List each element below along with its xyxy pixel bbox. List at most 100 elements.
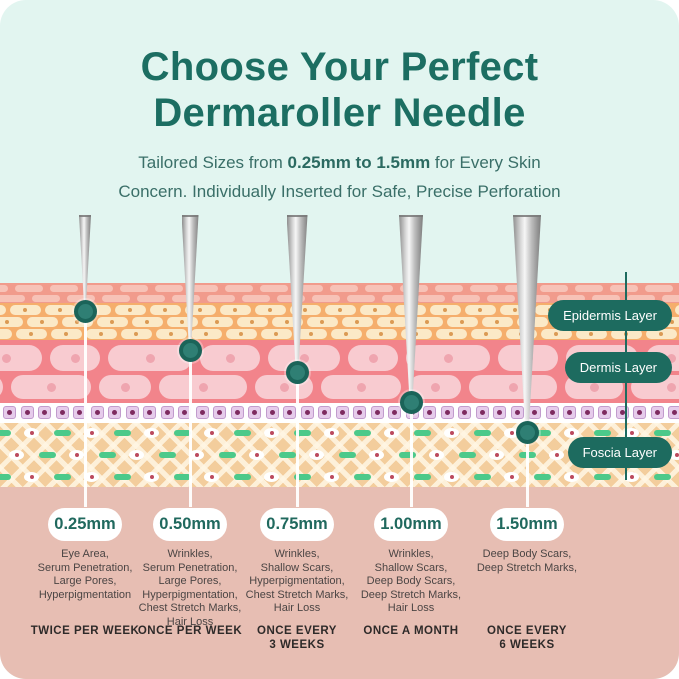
title-line-2: Dermaroller Needle xyxy=(153,91,526,135)
depth-guide-line xyxy=(295,369,299,507)
decorative-cell xyxy=(329,431,334,435)
decorative-cell xyxy=(509,431,514,435)
decorative-cell xyxy=(279,452,296,458)
decorative-cell xyxy=(554,332,558,336)
decorative-cell xyxy=(285,320,289,324)
decorative-cell xyxy=(304,410,310,415)
decorative-cell xyxy=(344,332,348,336)
decorative-cell xyxy=(569,475,574,479)
decorative-cell xyxy=(0,317,23,327)
decorative-cell xyxy=(129,410,135,415)
decorative-cell xyxy=(114,474,131,480)
decorative-cell xyxy=(163,308,167,312)
subtitle-line-2: Concern. Individually Inserted for Safe,… xyxy=(118,182,561,201)
decorative-cell xyxy=(444,354,453,363)
decorative-cell xyxy=(374,410,380,415)
decorative-cell xyxy=(29,475,34,479)
decorative-cell xyxy=(592,295,620,302)
decorative-cell xyxy=(242,295,270,302)
decorative-cell xyxy=(434,453,439,457)
decorative-cell xyxy=(172,295,200,302)
depth-marker-dot xyxy=(178,339,202,362)
decorative-cell xyxy=(365,285,393,292)
decorative-cell xyxy=(347,295,375,302)
decorative-cell xyxy=(382,295,410,302)
decorative-cell xyxy=(269,410,275,415)
decorative-cell xyxy=(199,383,208,392)
decorative-cell xyxy=(145,320,149,324)
decorative-cell xyxy=(354,430,371,436)
decorative-cell xyxy=(549,410,555,415)
needle-column-025: 0.25mm Eye Area, Serum Penetration, Larg… xyxy=(19,508,151,637)
decorative-cell xyxy=(209,475,214,479)
decorative-cell xyxy=(602,410,607,415)
decorative-cell xyxy=(75,320,79,324)
decorative-cell xyxy=(215,320,219,324)
decorative-cell xyxy=(71,354,80,363)
frequency-label: ONCE PER WEEK xyxy=(137,625,243,637)
decorative-cell xyxy=(435,285,463,292)
decorative-cell xyxy=(662,295,679,302)
decorative-cell xyxy=(120,285,148,292)
decorative-cell xyxy=(495,320,499,324)
decorative-cell xyxy=(234,474,251,480)
use-cases: Eye Area, Serum Penetration, Large Pores… xyxy=(37,548,133,601)
decorative-cell xyxy=(355,320,359,324)
decorative-cell xyxy=(147,410,152,415)
decorative-cell xyxy=(7,410,12,415)
decorative-cell xyxy=(629,431,634,435)
decorative-cell xyxy=(199,410,205,415)
fascia-layer-label: Foscia Layer xyxy=(567,437,672,468)
decorative-cell xyxy=(29,332,33,336)
decorative-cell xyxy=(29,431,34,435)
decorative-cell xyxy=(487,295,515,302)
decorative-cell xyxy=(645,285,673,292)
decorative-cell xyxy=(23,308,27,312)
decorative-cell xyxy=(54,430,71,436)
dermis-layer-label: Dermis Layer xyxy=(564,352,672,383)
size-badge: 1.50mm xyxy=(490,508,564,541)
decorative-cell xyxy=(194,453,199,457)
decorative-cell xyxy=(207,295,235,302)
decorative-cell xyxy=(431,383,440,392)
subtitle-post: for Every Skin xyxy=(430,153,541,172)
decorative-cell xyxy=(0,329,12,339)
decorative-cell xyxy=(239,332,243,336)
decorative-cell xyxy=(567,410,572,415)
depth-guide-line xyxy=(83,308,87,507)
decorative-cell xyxy=(42,410,47,415)
decorative-cell xyxy=(339,410,345,415)
title-line-1: Choose Your Perfect xyxy=(140,45,539,89)
decorative-cell xyxy=(269,431,274,435)
decorative-cell xyxy=(94,410,100,415)
size-badge: 1.00mm xyxy=(374,508,448,541)
decorative-cell xyxy=(99,452,116,458)
decorative-cell xyxy=(155,285,183,292)
decorative-cell xyxy=(444,410,450,415)
decorative-cell xyxy=(654,474,671,480)
decorative-cell xyxy=(174,474,191,480)
decorative-cell xyxy=(15,285,43,292)
use-cases: Wrinkles, Shallow Scars, Hyperpigmentati… xyxy=(245,548,349,614)
decorative-cell xyxy=(534,430,551,436)
decorative-cell xyxy=(330,285,358,292)
decorative-cell xyxy=(300,354,309,363)
decorative-cell xyxy=(392,410,397,415)
decorative-cell xyxy=(110,320,114,324)
decorative-cell xyxy=(146,354,155,363)
decorative-cell xyxy=(497,410,502,415)
decorative-cell xyxy=(478,308,482,312)
decorative-cell xyxy=(74,453,79,457)
decorative-cell xyxy=(509,475,514,479)
decorative-cell xyxy=(294,474,311,480)
subtitle: Tailored Sizes from 0.25mm to 1.5mm for … xyxy=(0,148,679,206)
decorative-cell xyxy=(268,308,272,312)
decorative-cell xyxy=(280,383,289,392)
decorative-cell xyxy=(67,295,95,302)
decorative-cell xyxy=(0,285,8,292)
decorative-cell xyxy=(389,475,394,479)
decorative-cell xyxy=(669,450,679,460)
decorative-cell xyxy=(320,320,324,324)
decorative-cell xyxy=(174,430,191,436)
decorative-cell xyxy=(77,410,82,415)
